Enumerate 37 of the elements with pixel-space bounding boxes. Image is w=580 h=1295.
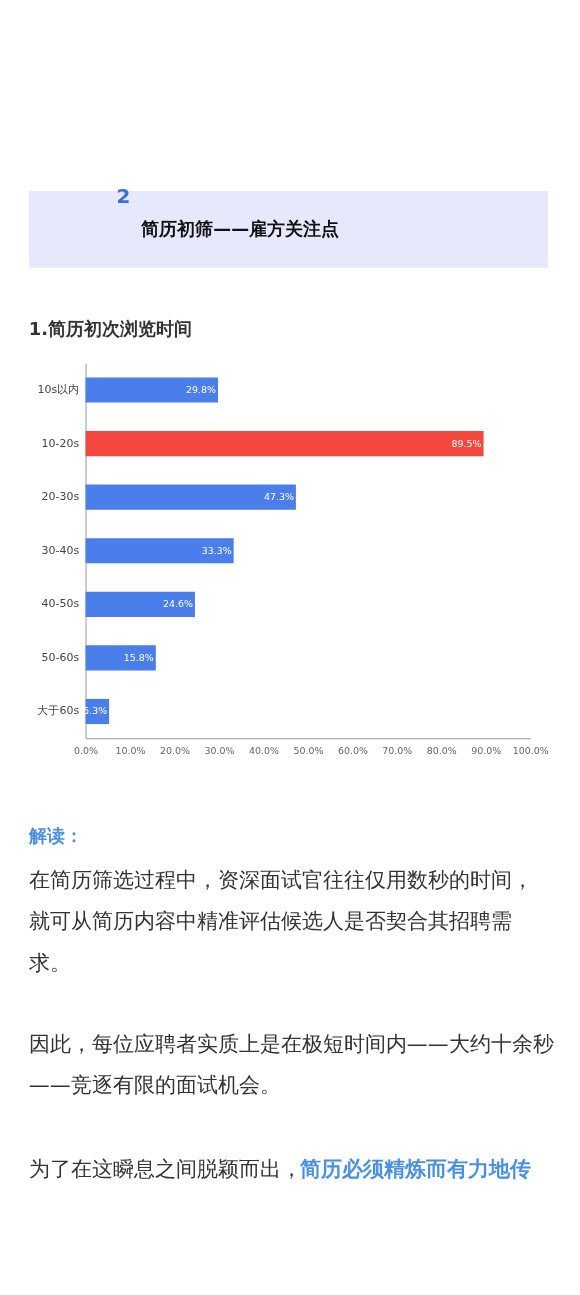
y-tick-label: 大于60s [37,704,80,718]
x-tick-label: 100.0% [512,744,549,756]
x-tick-label: 10.0% [115,744,146,756]
x-tick-label: 60.0% [337,744,368,756]
data-label: 24.6% [162,598,193,610]
text: 在简历筛选过程中，资深面试官往往仅用数秒的时间，就可从简历内容中精准评估候选人是否契合其招聘需求。 [28,868,533,975]
bar [85,377,219,403]
bar [85,484,296,510]
x-tick-label: 0.0% [74,744,99,756]
data-label: 29.8% [186,383,217,395]
x-tick-label: 50.0% [293,744,324,756]
x-tick-label: 40.0% [248,744,279,756]
bar [85,645,156,671]
y-tick-label: 10-20s [41,436,80,450]
y-tick-label: 10s以内 [37,382,80,396]
text: 解读： [27,824,83,846]
bar [85,538,234,564]
x-tick-label: 20.0% [160,744,191,756]
y-tick-label: 40-50s [41,597,80,611]
bar [85,591,195,617]
x-tick-label: 90.0% [471,744,502,756]
data-label: 15.8% [123,651,154,663]
data-label: 89.5% [451,437,482,449]
y-tick-label: 20-30s [41,490,80,504]
x-tick-label: 30.0% [204,744,235,756]
text: 简历必须精炼而有力地传 [299,1156,532,1181]
chart-title: 1.简历初次浏览时间 [28,318,193,340]
y-tick-label: 50-60s [41,650,80,664]
x-tick-label: 80.0% [426,744,457,756]
x-tick-label: 70.0% [382,744,413,756]
text: 2 [116,185,131,209]
text: 简历初筛——雇方关注点 [140,217,340,239]
bar [85,430,484,457]
text: 因此，每位应聘者实质上是在极短时间内——大约十余秒——竞逐有限的面试机会。 [28,1032,554,1098]
y-tick-label: 30-40s [41,543,80,557]
data-label: 47.3% [263,491,294,503]
data-label: 33.3% [201,544,232,556]
